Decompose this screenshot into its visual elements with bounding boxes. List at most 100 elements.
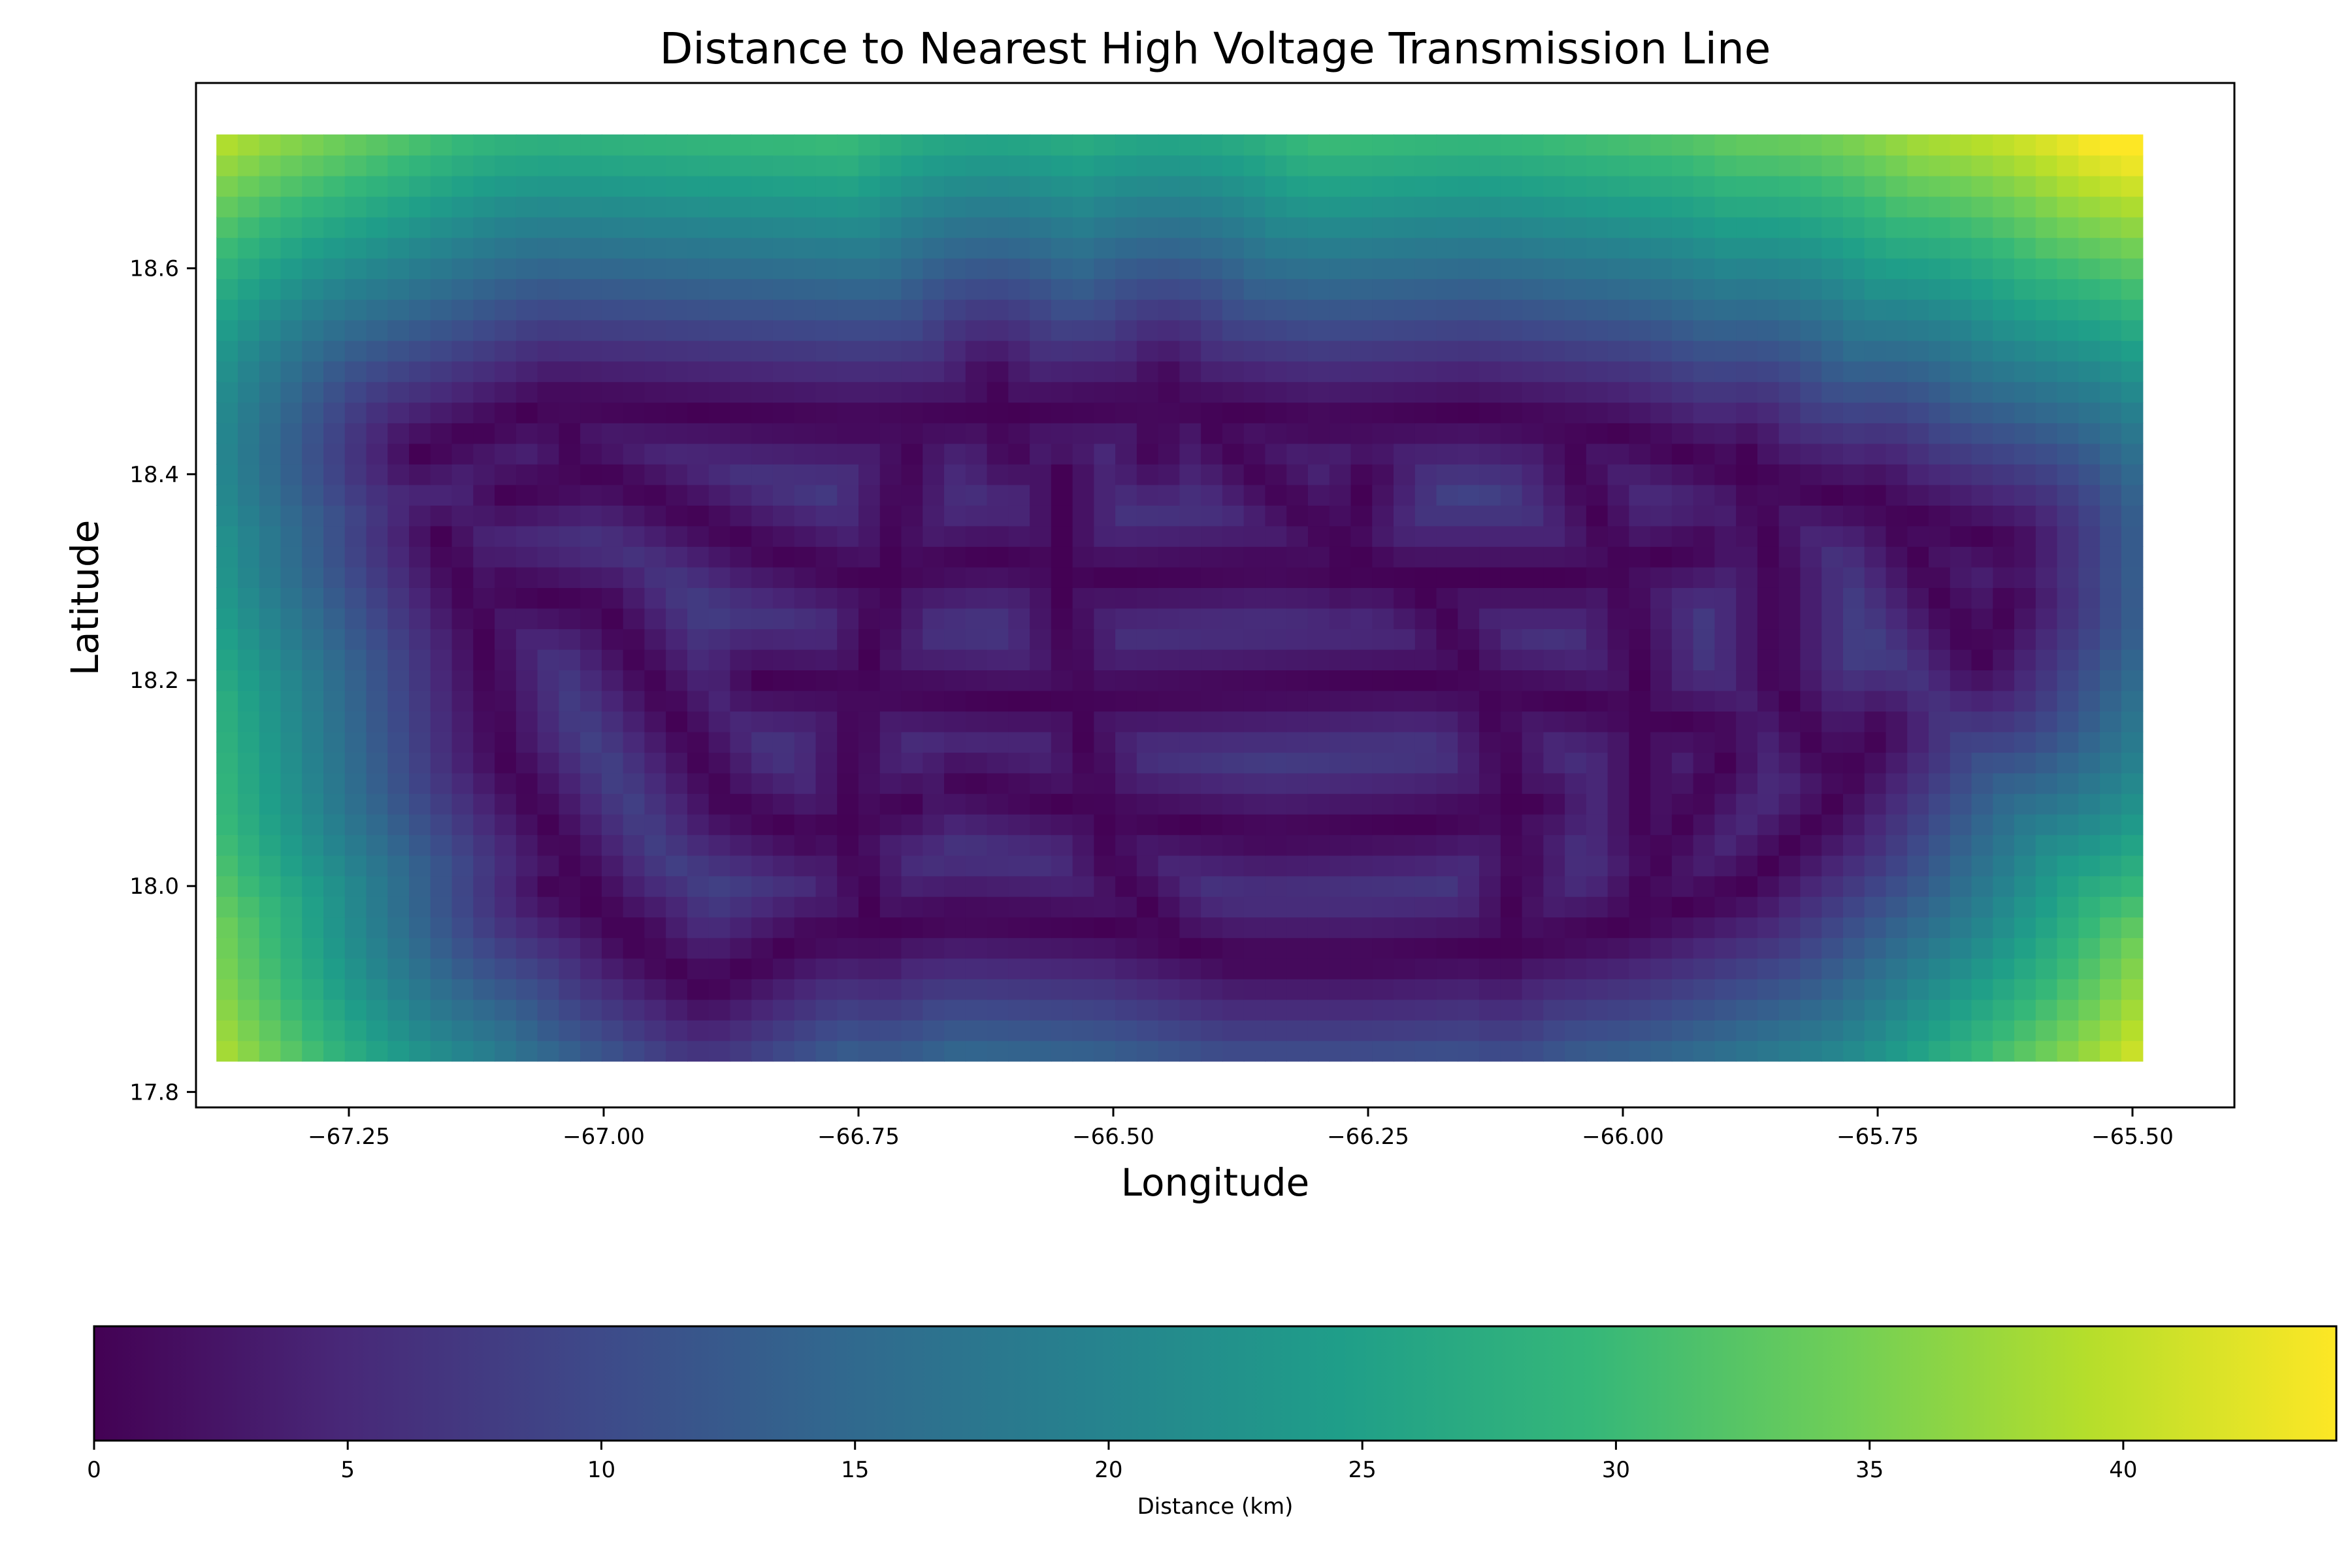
heatmap-cell — [1030, 855, 1052, 877]
heatmap-cell — [1201, 649, 1223, 671]
x-tick-label: −65.50 — [2091, 1124, 2174, 1150]
heatmap-cell — [858, 1040, 881, 1062]
heatmap-cell — [858, 464, 881, 485]
heatmap-cell — [1350, 278, 1373, 300]
heatmap-cell — [1158, 999, 1181, 1021]
heatmap-cell — [1736, 423, 1758, 444]
heatmap-cell — [1993, 917, 2015, 938]
heatmap-cell — [1008, 505, 1030, 527]
heatmap-cell — [323, 731, 346, 753]
heatmap-cell — [601, 608, 624, 630]
heatmap-cell — [1072, 587, 1095, 609]
heatmap-cell — [601, 629, 624, 650]
heatmap-cell — [1757, 525, 1780, 547]
heatmap-cell — [687, 175, 710, 197]
heatmap-cell — [965, 875, 988, 897]
heatmap-cell — [1372, 731, 1394, 753]
heatmap-cell — [1842, 319, 1865, 341]
heatmap-cell — [1778, 216, 1801, 238]
y-axis-title: Latitude — [63, 520, 107, 676]
heatmap-cell — [2121, 340, 2144, 362]
heatmap-cell — [1350, 175, 1373, 197]
heatmap-cell — [1693, 752, 1716, 774]
heatmap-cell — [1607, 813, 1630, 836]
heatmap-cell — [2121, 690, 2144, 712]
heatmap-cell — [1243, 257, 1266, 280]
heatmap-cell — [815, 464, 838, 485]
heatmap-cell — [495, 299, 517, 321]
heatmap-cell — [580, 278, 602, 300]
heatmap-cell — [708, 443, 731, 465]
heatmap-cell — [430, 505, 453, 527]
heatmap-cell — [1307, 299, 1330, 321]
heatmap-cell — [580, 875, 602, 897]
heatmap-cell — [2100, 175, 2122, 197]
heatmap-cell — [901, 958, 924, 979]
heatmap-cell — [858, 196, 881, 218]
heatmap-cell — [1757, 464, 1780, 485]
heatmap-cell — [1201, 670, 1223, 691]
heatmap-cell — [901, 257, 924, 280]
heatmap-cell — [1565, 1020, 1587, 1041]
heatmap-cell — [730, 711, 752, 732]
heatmap-cell — [1394, 299, 1416, 321]
heatmap-cell — [451, 587, 474, 609]
heatmap-cell — [794, 484, 817, 506]
heatmap-cell — [1222, 793, 1245, 815]
heatmap-cell — [1971, 793, 1994, 815]
heatmap-cell — [1158, 937, 1181, 959]
heatmap-cell — [216, 382, 238, 403]
heatmap-cell — [344, 319, 367, 341]
heatmap-cell — [1650, 257, 1673, 280]
heatmap-cell — [387, 855, 410, 877]
heatmap-cell — [965, 587, 988, 609]
heatmap-cell — [1115, 1040, 1137, 1062]
heatmap-cell — [1201, 340, 1223, 362]
heatmap-cell — [580, 752, 602, 774]
heatmap-cell — [1971, 443, 1994, 465]
heatmap-cell — [366, 937, 389, 959]
heatmap-cell — [1607, 423, 1630, 444]
heatmap-cell — [1179, 896, 1201, 918]
heatmap-cell — [344, 257, 367, 280]
heatmap-cell — [1736, 319, 1758, 341]
heatmap-cell — [1757, 175, 1780, 197]
heatmap-cell — [730, 752, 752, 774]
heatmap-cell — [1864, 587, 1887, 609]
heatmap-cell — [387, 175, 410, 197]
heatmap-cell — [1201, 382, 1223, 403]
heatmap-cell — [2057, 1040, 2080, 1062]
heatmap-cell — [1158, 319, 1181, 341]
heatmap-cell — [1993, 958, 2015, 979]
heatmap-cell — [1479, 340, 1501, 362]
heatmap-cell — [1350, 340, 1373, 362]
heatmap-cell — [1565, 649, 1587, 671]
heatmap-cell — [1650, 896, 1673, 918]
heatmap-cell — [216, 690, 238, 712]
heatmap-cell — [1008, 999, 1030, 1021]
heatmap-cell — [409, 793, 431, 815]
heatmap-cell — [1971, 875, 1994, 897]
heatmap-cell — [1993, 731, 2015, 753]
heatmap-cell — [2100, 937, 2122, 959]
heatmap-cell — [644, 711, 666, 732]
heatmap-cell — [1993, 608, 2015, 630]
heatmap-cell — [1565, 979, 1587, 1000]
heatmap-cell — [1265, 1020, 1287, 1041]
heatmap-cell — [666, 875, 688, 897]
heatmap-cell — [1522, 196, 1544, 218]
heatmap-cell — [1458, 484, 1480, 506]
heatmap-cell — [1607, 999, 1630, 1021]
heatmap-cell — [923, 484, 945, 506]
heatmap-cell — [1222, 999, 1245, 1021]
heatmap-cell — [666, 896, 688, 918]
heatmap-cell — [1243, 629, 1266, 650]
heatmap-cell — [2078, 237, 2100, 259]
heatmap-cell — [1414, 875, 1437, 897]
heatmap-cell — [280, 546, 303, 568]
heatmap-cell — [1993, 175, 2015, 197]
heatmap-cell — [1094, 464, 1116, 485]
heatmap-cell — [1286, 237, 1309, 259]
heatmap-cell — [237, 917, 260, 938]
heatmap-cell — [302, 670, 324, 691]
